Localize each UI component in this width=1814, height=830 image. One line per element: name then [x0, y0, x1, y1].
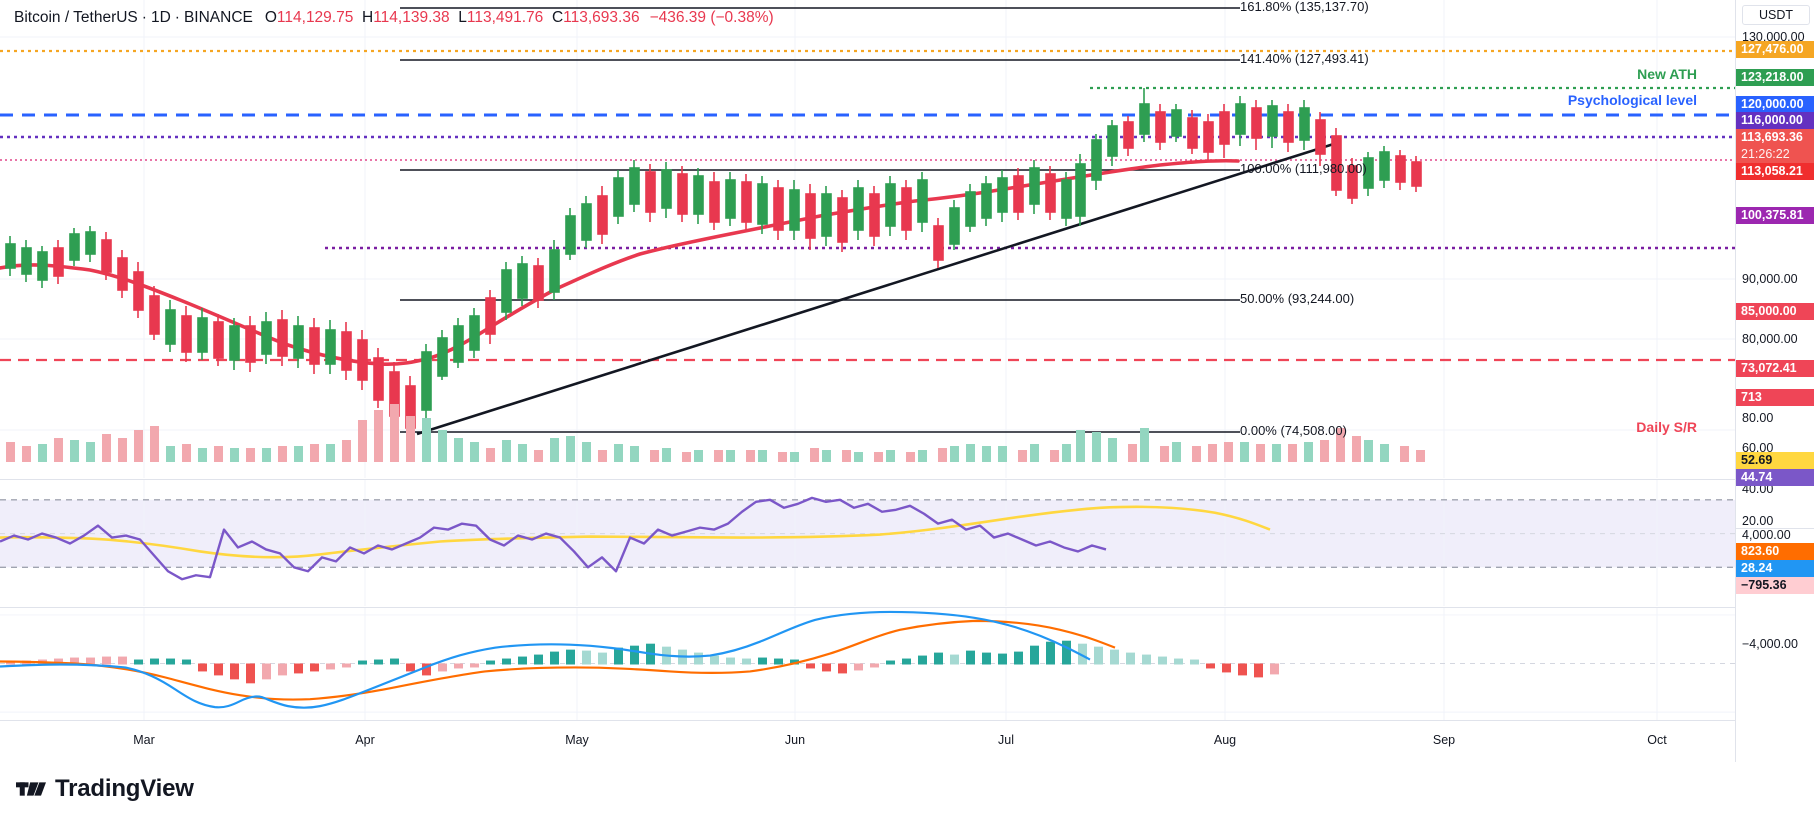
rsi-line [0, 496, 1107, 581]
level-85k-badge[interactable]: 85,000.00 [1736, 303, 1814, 320]
fib-1414-badge[interactable]: 127,476.00 [1736, 41, 1814, 58]
time-label-apr: Apr [355, 733, 375, 747]
open-label: O [264, 9, 277, 26]
low-value: 113,491.76 [466, 9, 544, 26]
axis-tick-130000: 130,000.00 [1742, 30, 1805, 44]
axis-tick-rsi-80: 80.00 [1742, 411, 1774, 425]
axis-separator-macd [1736, 528, 1814, 529]
fib-label-1618: 161.80% (135,137.70) [1240, 0, 1369, 14]
rsi-value-badge[interactable]: 44.74 [1736, 469, 1814, 486]
time-label-may: May [565, 733, 589, 747]
trendline-ascending [416, 140, 1341, 436]
volume-histogram [6, 404, 1425, 462]
chart-legend-header[interactable]: Bitcoin / TetherUS · 1D · BINANCE O114,1… [14, 7, 774, 29]
price-axis[interactable]: USDT 130,000.00 90,000.00 80,000.00 80.0… [1735, 0, 1814, 762]
rsi-pane[interactable] [0, 479, 1735, 606]
macd-pane[interactable] [0, 607, 1735, 720]
rsi-ma-badge[interactable]: 52.69 [1736, 452, 1814, 469]
new-ath-badge[interactable]: 123,218.00 [1736, 69, 1814, 86]
macd-signal-badge[interactable]: 823.60 [1736, 543, 1814, 560]
axis-tick-macd-4000: 4,000.00 [1742, 528, 1791, 542]
close-price-badge[interactable]: 113,058.21 [1736, 163, 1814, 180]
psychological-badge[interactable]: 120,000.00 [1736, 96, 1814, 113]
time-label-jul: Jul [998, 733, 1014, 747]
macd-histogram [6, 640, 1279, 684]
symbol-name[interactable]: Bitcoin / TetherUS [14, 9, 138, 26]
legend-separator-2: · [174, 9, 180, 26]
macd-hist-badge[interactable]: −795.36 [1736, 577, 1814, 594]
note-psychological-level: Psychological level [1567, 92, 1697, 108]
axis-tick-rsi-60: 60.00 [1742, 441, 1774, 455]
time-label-jun: Jun [784, 733, 806, 747]
fib-label-1414: 141.40% (127,493.41) [1240, 51, 1369, 66]
time-label-aug: Aug [1213, 733, 1237, 747]
time-axis[interactable]: Mar Apr May Jun Jul Aug Sep Oct [0, 720, 1735, 762]
rsi-ma-line [0, 505, 1271, 559]
note-daily-sr: Daily S/R [1636, 419, 1697, 435]
interval-label[interactable]: 1D [150, 9, 171, 26]
legend-separator-1: · [141, 9, 147, 26]
tradingview-logo-icon [16, 782, 46, 796]
macd-line-badge[interactable]: 28.24 [1736, 560, 1814, 577]
time-label-mar: Mar [133, 733, 155, 747]
level-116k-badge[interactable]: 116,000.00 [1736, 112, 1814, 129]
exchange-label[interactable]: BINANCE [183, 9, 253, 26]
low-label: L [458, 9, 467, 26]
tradingview-footer[interactable]: TradingView [16, 775, 194, 803]
tradingview-brand-label: TradingView [55, 775, 194, 802]
time-label-oct: Oct [1647, 733, 1667, 747]
high-label: H [361, 9, 374, 26]
last-price-value: 113,693.36 [1741, 130, 1803, 144]
price-plot[interactable] [0, 0, 1735, 478]
rsi-plot[interactable] [0, 480, 1735, 606]
axis-tick-80000: 80,000.00 [1742, 332, 1798, 346]
close-label: C [551, 9, 564, 26]
ohlc-group: O114,129.75 H114,139.38 L113,491.76 C113… [265, 9, 640, 27]
price-change: −436.39 (−0.38%) [649, 9, 774, 26]
note-new-ath: New ATH [1637, 66, 1697, 82]
axis-tick-90000: 90,000.00 [1742, 272, 1798, 286]
fib-label-0: 0.00% (74,508.00) [1240, 423, 1347, 438]
macd-signal-line [0, 619, 1116, 701]
close-value: 113,693.36 [563, 9, 640, 26]
daily-sr-badge[interactable]: 73,072.41 [1736, 360, 1814, 377]
candlestick-series [5, 88, 1422, 436]
axis-tick-rsi-20: 20.00 [1742, 514, 1774, 528]
macd-line [0, 610, 1091, 709]
countdown-timer: 21:26:22 [1741, 147, 1790, 161]
level-100k-badge[interactable]: 100,375.81 [1736, 207, 1814, 224]
price-pane[interactable]: 161.80% (135,137.70) 141.40% (127,493.41… [0, 0, 1735, 478]
high-value: 114,139.38 [373, 9, 450, 26]
fib-label-50: 50.00% (93,244.00) [1240, 291, 1355, 306]
open-value: 114,129.75 [276, 9, 354, 26]
last-price-countdown-badge[interactable]: 113,693.36 21:26:22 [1736, 129, 1814, 163]
axis-tick-macd-m4000: −4,000.00 [1742, 637, 1798, 651]
macd-plot[interactable] [0, 608, 1735, 720]
currency-chip[interactable]: USDT [1742, 5, 1810, 25]
time-label-sep: Sep [1432, 733, 1456, 747]
volume-badge[interactable]: 713 [1736, 389, 1814, 406]
fib-label-100: 100.00% (111,980.00) [1240, 161, 1367, 176]
